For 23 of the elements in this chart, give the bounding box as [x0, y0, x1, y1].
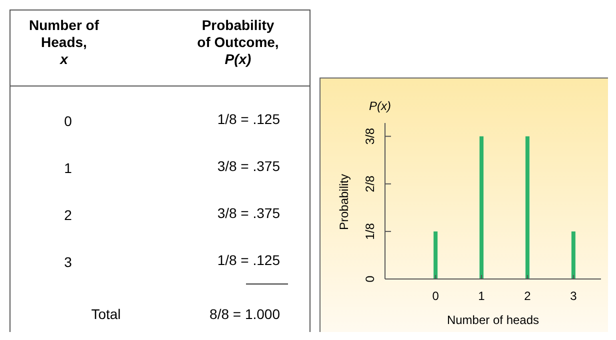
x-tick-label: 1 [478, 289, 486, 303]
text: 1/8 = .125 [217, 111, 280, 127]
x-axis-title: Number of heads [446, 313, 540, 327]
x-tick-label: 0 [432, 289, 440, 303]
y-tick-label: 2/8 [363, 175, 377, 192]
text: 3/8 = .375 [217, 205, 280, 221]
text: 8/8 = 1.000 [210, 306, 280, 322]
x-tick-label: 3 [570, 289, 578, 303]
text: Total [91, 306, 121, 322]
text: 2 [64, 207, 72, 223]
y-tick-label: 0 [363, 275, 377, 282]
text: 3/8 = .375 [217, 158, 280, 174]
text: Number of Heads, x [29, 17, 100, 67]
text: Probability of Outcome, P(x) [197, 17, 279, 67]
text: 3 [64, 254, 72, 270]
y-axis-title: Probability [337, 174, 351, 230]
y-tick-label: 3/8 [363, 128, 377, 145]
y-tick-label: 1/8 [363, 222, 377, 240]
text: P(x) [369, 99, 391, 113]
text: 0 [64, 113, 72, 129]
text: 1/8 = .125 [217, 252, 280, 268]
text: 1 [64, 160, 72, 176]
x-tick-label: 2 [524, 289, 532, 303]
